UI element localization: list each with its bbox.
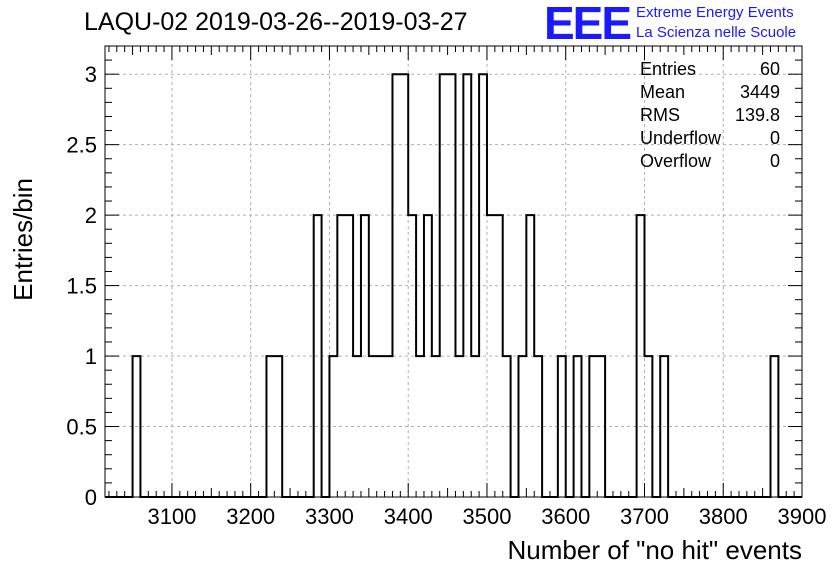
- x-tick-label: 3600: [541, 504, 590, 529]
- x-tick-label: 3700: [620, 504, 669, 529]
- stats-label: Overflow: [640, 151, 712, 171]
- x-tick-label: 3300: [305, 504, 354, 529]
- y-tick-label: 2: [85, 203, 97, 228]
- chart-title: LAQU-02 2019-03-26--2019-03-27: [84, 8, 468, 36]
- x-tick-label: 3200: [226, 504, 275, 529]
- y-tick-label: 0: [85, 485, 97, 510]
- stats-value: 60: [759, 59, 780, 79]
- x-tick-label: 3500: [462, 504, 511, 529]
- stats-row-underflow: Underflow 0: [640, 127, 780, 150]
- stats-value: 3449: [739, 82, 780, 102]
- stats-row-entries: Entries 60: [640, 58, 780, 81]
- logo-line-1: Extreme Energy Events: [636, 4, 794, 21]
- stats-box: Entries 60 Mean 3449 RMS 139.8 Underflow 0 O…: [640, 58, 780, 173]
- eee-logo: EEE: [544, 0, 632, 49]
- y-axis-label: Entries/bin: [8, 178, 38, 301]
- stats-row-mean: Mean 3449: [640, 81, 780, 104]
- stats-value: 0: [769, 128, 780, 148]
- stats-row-overflow: Overflow 0: [640, 150, 780, 173]
- y-tick-label: 0.5: [66, 415, 97, 440]
- stats-row-rms: RMS 139.8: [640, 104, 780, 127]
- y-tick-label: 1: [85, 344, 97, 369]
- stats-value: 0: [769, 151, 780, 171]
- x-tick-label: 3800: [699, 504, 748, 529]
- x-tick-label: 3100: [147, 504, 196, 529]
- stats-label: Entries: [640, 59, 697, 79]
- x-axis-label: Number of "no hit" events: [507, 535, 803, 565]
- stats-value: 139.8: [734, 105, 780, 125]
- x-tick-label: 3400: [384, 504, 433, 529]
- logo-caption: Extreme Energy Events La Scienza nelle S…: [636, 3, 796, 43]
- y-tick-label: 1.5: [66, 274, 97, 299]
- stats-label: Underflow: [640, 128, 722, 148]
- x-tick-label: 3900: [778, 504, 827, 529]
- y-tick-label: 3: [85, 62, 97, 87]
- stats-label: Mean: [640, 82, 686, 102]
- logo-line-2: La Scienza nelle Scuole: [636, 24, 797, 41]
- stats-label: RMS: [640, 105, 680, 125]
- y-tick-label: 2.5: [66, 133, 97, 158]
- histogram-outline: [105, 73, 802, 498]
